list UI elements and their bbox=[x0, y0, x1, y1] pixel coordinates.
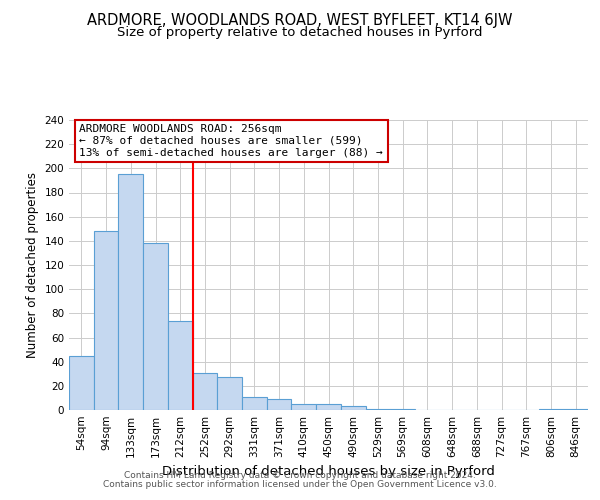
Bar bbox=[217, 378, 242, 410]
Bar bbox=[341, 406, 365, 410]
Bar bbox=[94, 231, 118, 410]
Bar bbox=[563, 409, 588, 410]
X-axis label: Distribution of detached houses by size in Pyrford: Distribution of detached houses by size … bbox=[162, 466, 495, 478]
Y-axis label: Number of detached properties: Number of detached properties bbox=[26, 172, 39, 358]
Bar bbox=[193, 372, 217, 410]
Bar bbox=[539, 409, 563, 410]
Bar bbox=[143, 244, 168, 410]
Bar bbox=[267, 399, 292, 410]
Bar bbox=[316, 404, 341, 410]
Text: Contains public sector information licensed under the Open Government Licence v3: Contains public sector information licen… bbox=[103, 480, 497, 489]
Bar bbox=[242, 396, 267, 410]
Text: ARDMORE, WOODLANDS ROAD, WEST BYFLEET, KT14 6JW: ARDMORE, WOODLANDS ROAD, WEST BYFLEET, K… bbox=[87, 12, 513, 28]
Bar bbox=[118, 174, 143, 410]
Bar bbox=[390, 409, 415, 410]
Bar bbox=[168, 320, 193, 410]
Text: Contains HM Land Registry data © Crown copyright and database right 2024.: Contains HM Land Registry data © Crown c… bbox=[124, 471, 476, 480]
Text: Size of property relative to detached houses in Pyrford: Size of property relative to detached ho… bbox=[117, 26, 483, 39]
Bar bbox=[365, 409, 390, 410]
Bar bbox=[69, 356, 94, 410]
Text: ARDMORE WOODLANDS ROAD: 256sqm
← 87% of detached houses are smaller (599)
13% of: ARDMORE WOODLANDS ROAD: 256sqm ← 87% of … bbox=[79, 124, 383, 158]
Bar bbox=[292, 404, 316, 410]
